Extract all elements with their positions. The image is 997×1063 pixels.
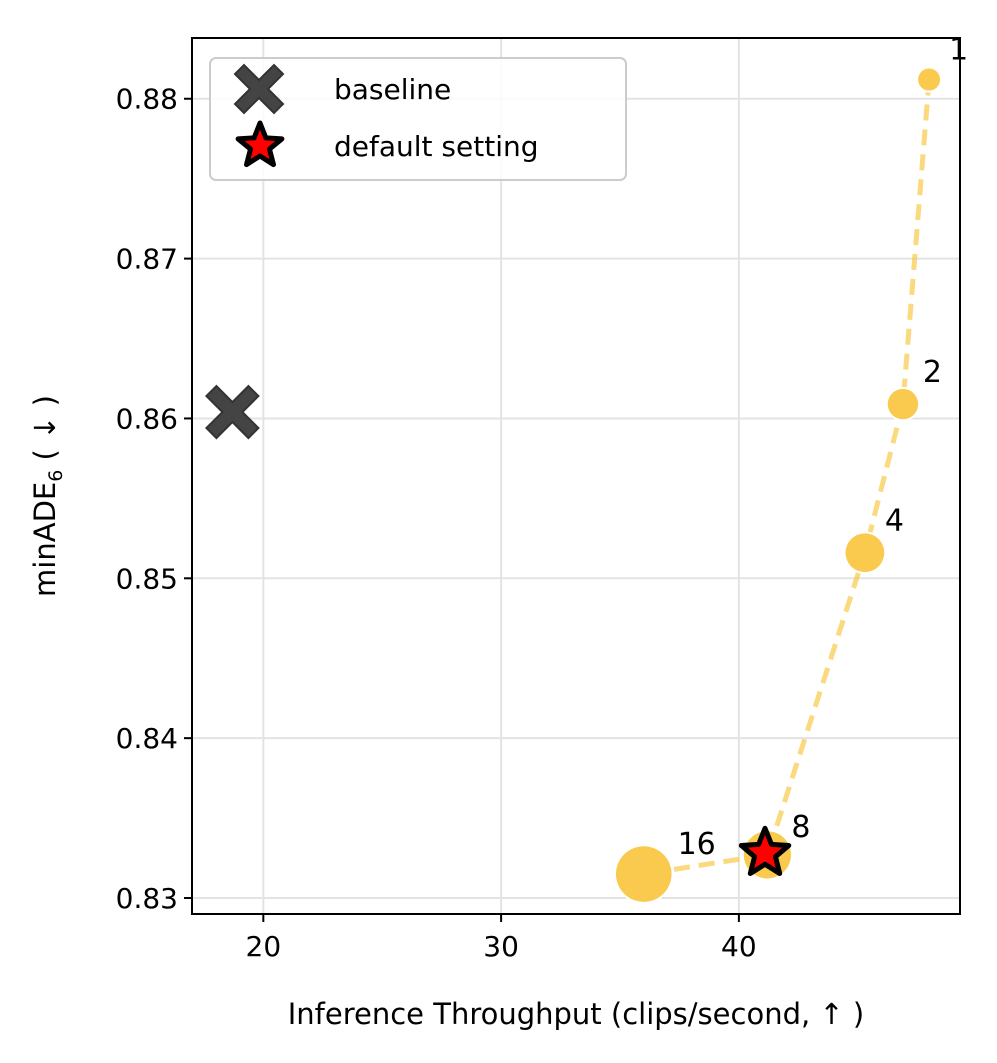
data-point-label: 1 bbox=[949, 33, 968, 68]
data-point bbox=[845, 533, 885, 573]
legend-default-star-shape bbox=[235, 120, 285, 168]
x-tick-label: 40 bbox=[721, 930, 757, 963]
y-tick-label: 0.83 bbox=[116, 882, 178, 915]
special-markers bbox=[205, 384, 792, 876]
y-axis-label-main: minADE bbox=[28, 482, 62, 597]
y-tick-label: 0.87 bbox=[116, 243, 178, 276]
data-point-label: 4 bbox=[885, 504, 904, 539]
data-point bbox=[887, 388, 919, 420]
plot-frame bbox=[191, 37, 961, 915]
data-point-label: 8 bbox=[791, 810, 810, 845]
legend-default-star-icon bbox=[235, 120, 285, 168]
legend-box bbox=[209, 57, 627, 181]
x-axis-label: Inference Throughput (clips/second, ↑ ) bbox=[288, 997, 865, 1031]
legend-baseline-x-icon bbox=[233, 63, 285, 115]
y-axis-label-suffix: ( ↓ ) bbox=[28, 395, 62, 470]
legend-label-baseline: baseline bbox=[334, 73, 451, 106]
y-axis-label-subscript: 6 bbox=[45, 470, 67, 482]
baseline-x-marker bbox=[205, 384, 260, 440]
y-axis-ticks: 0.83 0.84 0.85 0.86 0.87 0.88 bbox=[116, 83, 192, 915]
series-layer: 1 2 4 8 16 bbox=[613, 33, 968, 904]
legend-label-default-setting: default setting bbox=[334, 130, 539, 163]
x-tick-label: 20 bbox=[246, 930, 282, 963]
y-axis-label: minADE6 ( ↓ ) bbox=[28, 395, 67, 597]
data-point-label: 2 bbox=[923, 355, 942, 390]
data-point-label: 16 bbox=[678, 827, 716, 862]
y-tick-label: 0.85 bbox=[116, 562, 178, 595]
data-point bbox=[918, 68, 941, 91]
legend: baseline default setting bbox=[209, 57, 627, 181]
y-tick-label: 0.88 bbox=[116, 83, 178, 116]
legend-baseline-x-shape bbox=[233, 63, 285, 115]
default-setting-star-marker bbox=[738, 825, 792, 876]
x-axis-ticks: 20 30 40 bbox=[246, 914, 757, 963]
y-tick-label: 0.86 bbox=[116, 402, 178, 435]
y-tick-label: 0.84 bbox=[116, 722, 178, 755]
data-point bbox=[615, 846, 672, 902]
series-line bbox=[643, 79, 932, 877]
x-tick-label: 30 bbox=[483, 930, 519, 963]
